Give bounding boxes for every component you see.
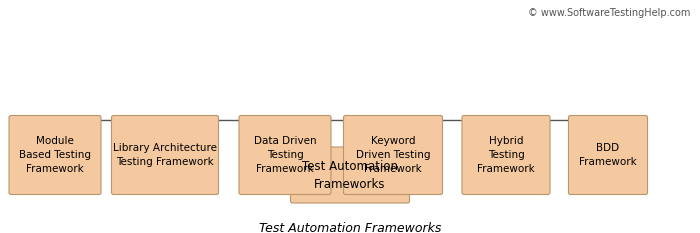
FancyBboxPatch shape <box>344 116 442 195</box>
Text: Hybrid
Testing
Framework: Hybrid Testing Framework <box>477 136 535 174</box>
Text: © www.SoftwareTestingHelp.com: © www.SoftwareTestingHelp.com <box>528 8 690 18</box>
Text: Test Automation Frameworks: Test Automation Frameworks <box>259 222 441 233</box>
FancyBboxPatch shape <box>239 116 331 195</box>
Text: Library Architecture
Testing Framework: Library Architecture Testing Framework <box>113 143 217 167</box>
Text: BDD
Framework: BDD Framework <box>579 143 637 167</box>
FancyBboxPatch shape <box>111 116 218 195</box>
FancyBboxPatch shape <box>568 116 648 195</box>
FancyBboxPatch shape <box>462 116 550 195</box>
FancyBboxPatch shape <box>290 147 410 203</box>
Text: Test Automation
Frameworks: Test Automation Frameworks <box>302 160 398 191</box>
FancyBboxPatch shape <box>9 116 101 195</box>
Text: Keyword
Driven Testing
Framework: Keyword Driven Testing Framework <box>356 136 430 174</box>
Text: Data Driven
Testing
Framework: Data Driven Testing Framework <box>253 136 316 174</box>
Text: Module
Based Testing
Framework: Module Based Testing Framework <box>19 136 91 174</box>
